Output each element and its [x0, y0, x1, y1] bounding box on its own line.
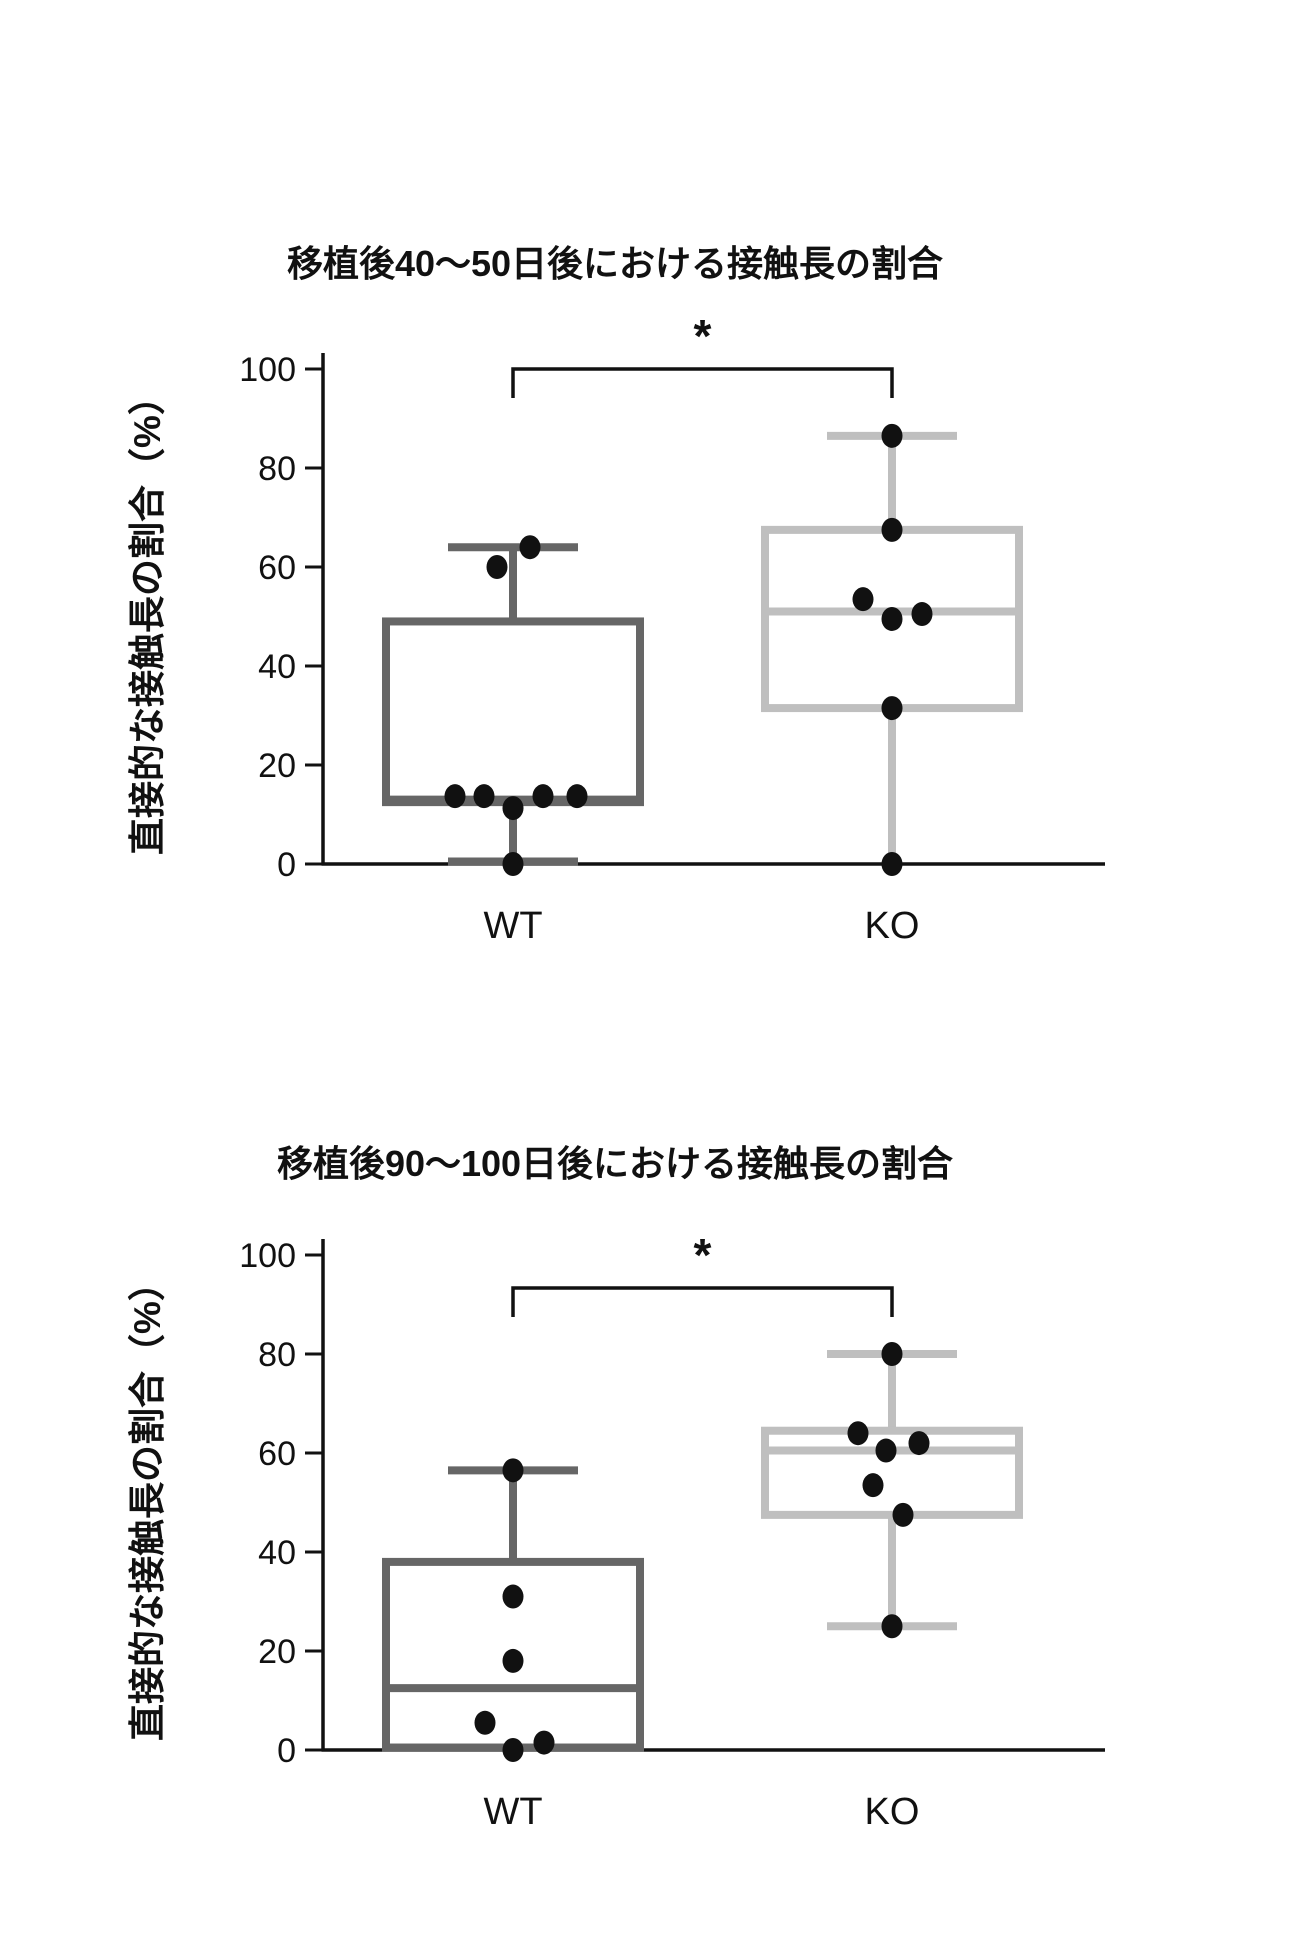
y-tick-label: 0 — [277, 846, 296, 884]
data-point — [502, 1648, 524, 1673]
y-axis-label: 直接的な接触長の割合（%） — [127, 1264, 168, 1741]
y-tick-label: 100 — [239, 1237, 296, 1275]
data-point — [533, 1730, 555, 1755]
category-label: WT — [483, 905, 542, 947]
significance-bracket — [511, 1286, 894, 1317]
data-point — [862, 1473, 884, 1498]
y-tick-label: 80 — [258, 450, 296, 488]
data-point — [892, 1502, 914, 1527]
data-point — [847, 1421, 869, 1446]
y-tick-label: 80 — [258, 1336, 296, 1374]
data-point — [532, 784, 554, 809]
y-tick-label: 100 — [239, 351, 296, 389]
category-label: WT — [483, 1791, 542, 1833]
data-point — [881, 517, 903, 542]
chart-title: 移植後90〜100日後における接触長の割合 — [277, 1143, 953, 1184]
y-tick-label: 20 — [258, 747, 296, 785]
box — [382, 617, 644, 807]
data-point — [911, 602, 933, 627]
y-tick-label: 20 — [258, 1633, 296, 1671]
significance-star: * — [694, 310, 712, 362]
data-point — [881, 423, 903, 448]
data-point — [474, 1710, 496, 1735]
y-tick-label: 60 — [258, 1435, 296, 1473]
data-point — [908, 1431, 930, 1456]
data-point — [502, 796, 524, 821]
data-point — [502, 852, 524, 876]
data-point — [444, 784, 466, 809]
significance-bracket — [511, 367, 894, 398]
data-point — [875, 1438, 897, 1463]
data-point — [852, 587, 874, 612]
data-point — [881, 852, 903, 876]
chart-title: 移植後40〜50日後における接触長の割合 — [287, 243, 943, 284]
significance-star: * — [694, 1229, 712, 1281]
data-point — [881, 1342, 903, 1366]
y-tick-label: 60 — [258, 549, 296, 587]
category-label: KO — [865, 1791, 920, 1833]
data-point — [881, 606, 903, 631]
data-point — [502, 1738, 524, 1762]
data-point — [519, 535, 541, 560]
data-point — [486, 555, 508, 579]
data-point — [566, 784, 588, 809]
y-tick-label: 40 — [258, 1534, 296, 1572]
data-point — [881, 1614, 903, 1639]
y-tick-label: 0 — [277, 1732, 296, 1770]
category-label: KO — [865, 905, 920, 947]
data-point — [502, 1458, 524, 1483]
y-tick-label: 40 — [258, 648, 296, 686]
data-point — [473, 784, 495, 809]
y-axis-label: 直接的な接触長の割合（%） — [127, 378, 168, 855]
data-point — [881, 696, 903, 721]
data-point — [502, 1584, 524, 1609]
